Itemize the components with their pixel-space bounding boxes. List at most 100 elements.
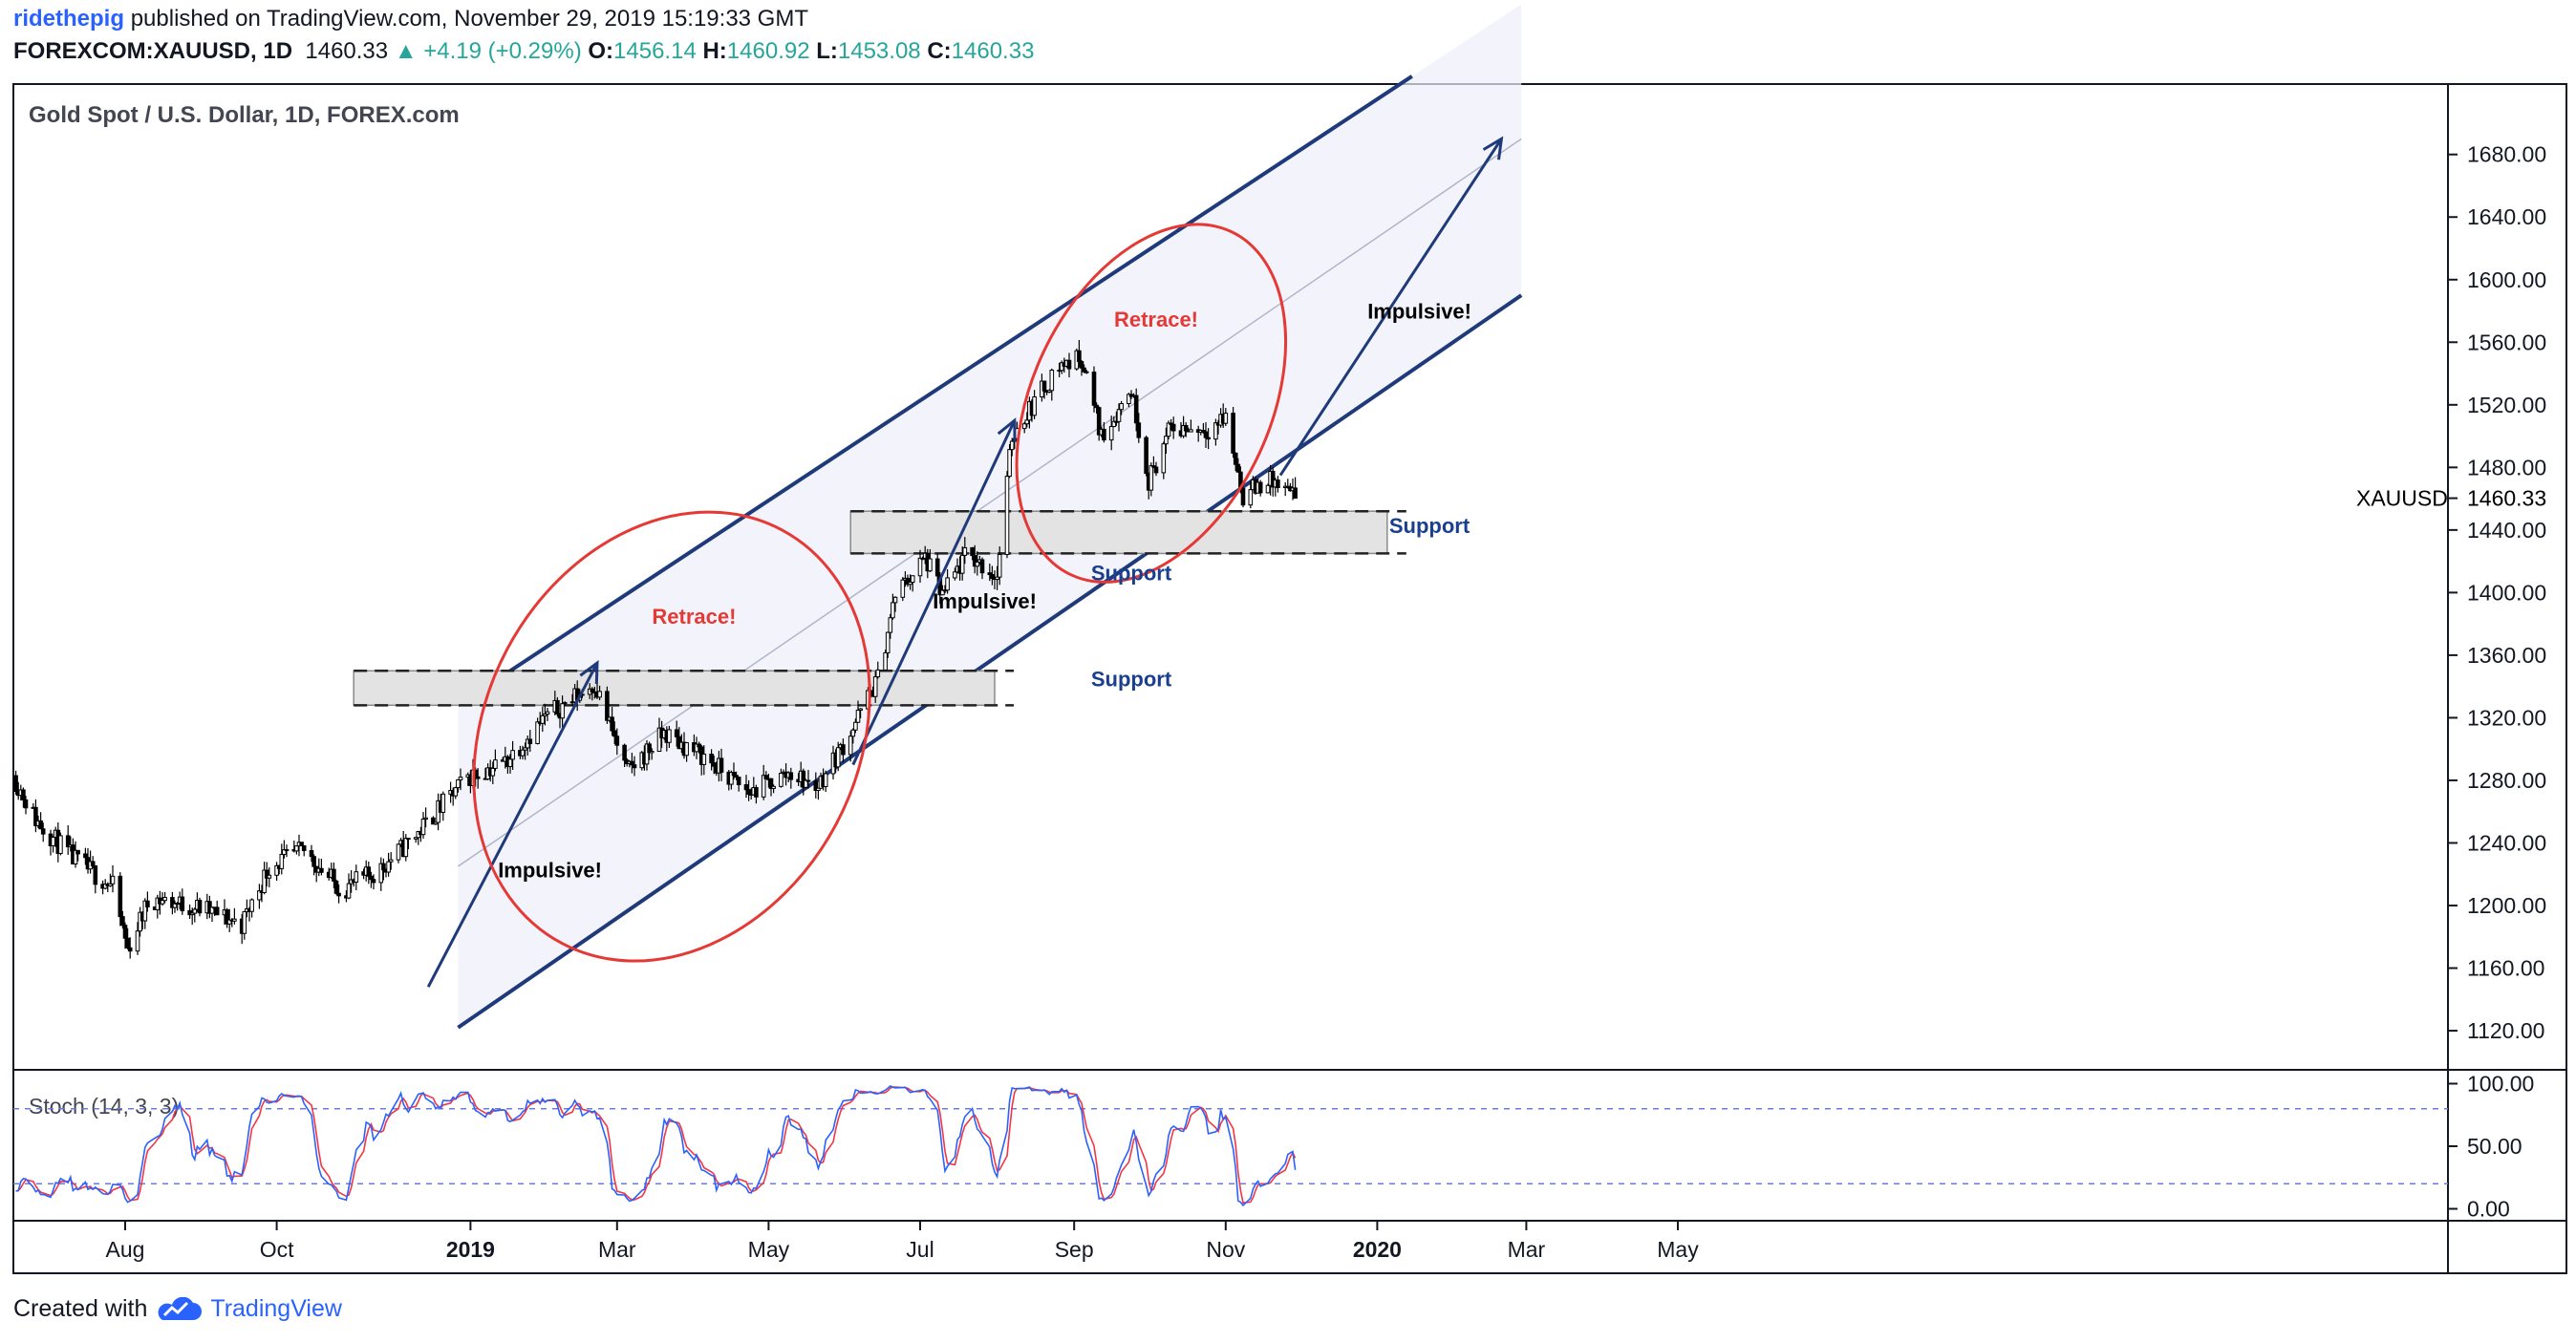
candle-body [555,699,560,714]
candle-body [456,778,461,789]
candle-body [853,721,858,731]
candle-body [490,767,496,777]
price-tick-label: 1120.00 [2467,1018,2544,1043]
price-chart[interactable]: Gold Spot / U.S. Dollar, 1D, FOREX.com I… [0,0,2576,1280]
candle-body [1119,403,1124,411]
candle-body [431,817,436,825]
time-axis[interactable]: Aug Oct 2019 Mar May Jul Sep Nov 2020 Mar May [106,1221,1700,1262]
price-tick-label: 1680.00 [2467,142,2546,167]
candle-body [192,908,198,914]
time-tick-label: Mar [598,1237,636,1262]
candle-body [1213,422,1218,440]
candle-body [160,900,165,905]
last-price: 1460.33 [305,38,389,64]
candle-body [612,730,617,737]
candle-body [1024,419,1030,425]
candle-body [120,916,125,927]
candle-body [1144,437,1148,475]
candle-body [1166,422,1171,437]
price-tick-label: 1600.00 [2467,267,2546,292]
time-tick-label: May [1657,1237,1699,1262]
candle-body [301,844,307,852]
time-tick-label: 2019 [446,1237,495,1262]
candle-body [381,863,386,871]
annotation-label: Support [1389,514,1470,538]
candle-body [768,778,774,789]
candle-body [299,842,304,846]
candle-body [1049,370,1055,392]
candle-body [959,554,965,574]
candle-body [801,770,806,788]
impulse-arrow-head [997,417,1017,442]
last-price-marker: XAUUSD 1460.33 [2356,486,2546,511]
high-value: 1460.92 [726,38,810,64]
candle-body [118,875,123,918]
candle-body [294,845,299,852]
candle-body [232,918,237,922]
candle-body [282,849,287,856]
price-tick-label: 1160.00 [2467,956,2544,981]
candle-body [1136,422,1142,438]
candle-body [684,742,689,757]
tradingview-brand[interactable]: TradingView [210,1295,342,1322]
candle-body [209,906,215,914]
candle-body [979,559,985,574]
candle-body [934,558,940,577]
candle-body [841,744,846,756]
candle-body [226,919,232,925]
candle-body [940,589,945,596]
candle-body [1293,487,1298,500]
candle-body [1148,465,1154,491]
candle-body [1108,426,1114,441]
candle-body [1151,465,1156,468]
candle-body [1094,404,1099,409]
candle-body [920,557,925,560]
annotation-label: Impulsive! [933,589,1037,613]
candle-body [1153,466,1159,474]
price-tick-label: 1440.00 [2467,518,2546,543]
candle-body [493,759,498,769]
candle-body [197,900,203,914]
candle-body [520,749,526,757]
candle-body [214,906,220,916]
candle-body [656,727,662,753]
candle-body [527,738,533,744]
candle-body [1201,430,1206,433]
candle-body [970,546,975,557]
publish-info: published on TradingView.com, November 2… [130,6,808,32]
candle-body [1164,436,1169,445]
support-zone-1 [353,670,996,707]
price-axis[interactable]: 1120.00 1160.00 1200.00 1240.00 1280.00 1320.… [2448,142,2546,1043]
candle-body [763,775,769,780]
candle-body [644,743,650,765]
candle-body [33,806,38,826]
candle-body [172,903,178,908]
candle-body [319,867,324,873]
candle-body [816,787,821,791]
candle-body [987,572,993,576]
candle-body [311,856,316,867]
candle-body [779,773,784,787]
price-tick-label: 1400.00 [2467,580,2546,605]
author-link[interactable]: ridethepig [13,6,125,32]
price-tick-label: 1480.00 [2467,455,2546,480]
candle-body [754,787,759,798]
last-price-value: 1460.33 [2467,486,2546,511]
candle-body [122,925,128,939]
candle-body [632,764,637,769]
candle-body [972,555,977,567]
price-change: ▲ +4.19 (+0.29%) [394,38,582,64]
candle-body [1203,431,1209,438]
time-tick-label: Jul [906,1237,934,1262]
candle-body [180,896,185,911]
tradingview-cloud-icon [158,1296,203,1320]
open-value: 1456.14 [613,38,697,64]
candle-body [58,835,63,855]
candle-body [40,828,46,835]
candle-body [110,875,116,885]
annotation-label: Retrace! [652,605,736,629]
candle-body [945,577,950,591]
candle-body [1009,440,1015,451]
symbol-line: FOREXCOM:XAUUSD, 1D 1460.33 ▲ +4.19 (+0.… [13,38,1034,65]
channel-midline [457,138,1522,867]
